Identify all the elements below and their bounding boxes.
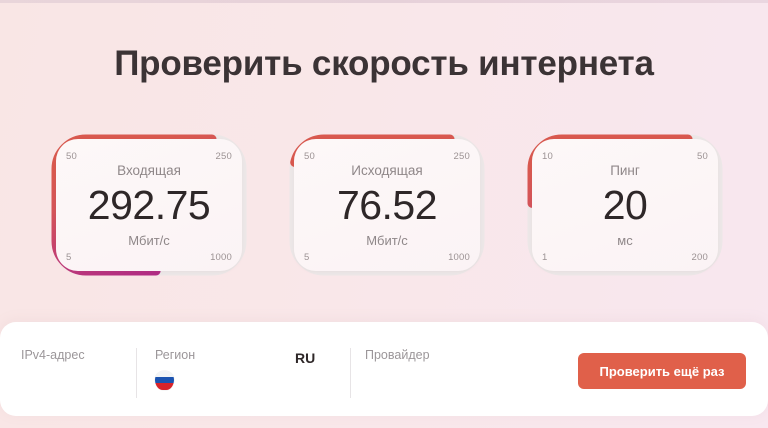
gauge-unit: Мбит/с [366,233,408,248]
gauge-face [56,139,242,271]
gauge-unit: мс [617,233,633,248]
gauge-label: Входящая [117,163,181,178]
info-value-provider [365,370,565,390]
gauge-tick-bottom-right: 1000 [448,252,470,263]
gauge-tick-top-left: 10 [542,151,553,162]
gauge-tick-top-right: 250 [453,151,470,162]
info-divider [136,348,137,398]
gauge-tick-top-right: 50 [697,151,708,162]
gauge-tick-top-left: 50 [66,151,77,162]
gauge-value: 76.52 [336,182,438,228]
gauge-value: 292.75 [87,182,211,228]
info-value-region: RU [155,350,355,390]
gauge-download: 50 250 5 1000 Входящая 292.75 Мбит/с [44,125,254,285]
gauge-group: 50 250 5 1000 Входящая 292.75 Мбит/с [44,125,730,285]
gauge-tick-bottom-right: 200 [691,252,708,263]
gauge-tick-bottom-left: 1 [542,252,548,263]
gauge-tick-bottom-right: 1000 [210,252,232,263]
gauge-ping: 10 50 1 200 Пинг 20 мс [520,125,730,285]
info-value-ipv4 [21,370,135,390]
gauge-face [294,139,480,271]
gauge-upload: 50 250 5 1000 Исходящая 76.52 Мбит/с [282,125,492,285]
gauge-label: Исходящая [351,163,423,178]
info-label-provider: Провайдер [365,348,430,362]
gauge-unit: Мбит/с [128,233,170,248]
gauge-tick-bottom-left: 5 [304,252,310,263]
info-cell-region: Регион RU [155,348,355,400]
info-cell-ipv4: IPv4-адрес [21,348,135,400]
gauge-face [532,139,718,271]
retest-button[interactable]: Проверить ещё раз [578,353,746,389]
region-code: RU [295,350,316,366]
info-label-ipv4: IPv4-адрес [21,348,85,362]
flag-ru-icon [155,370,174,390]
gauge-tick-bottom-left: 5 [66,252,72,263]
connection-info-row: IPv4-адрес Регион RU Провайдер [0,322,768,416]
info-cell-provider: Провайдер [365,348,565,400]
info-divider [350,348,351,398]
gauge-tick-top-left: 50 [304,151,315,162]
info-label-region: Регион [155,348,196,362]
top-hairline [0,0,768,3]
gauge-label: Пинг [610,163,640,178]
gauge-tick-top-right: 250 [215,151,232,162]
gauge-value: 20 [602,182,648,228]
page-title: Проверить скорость интернета [114,44,654,83]
